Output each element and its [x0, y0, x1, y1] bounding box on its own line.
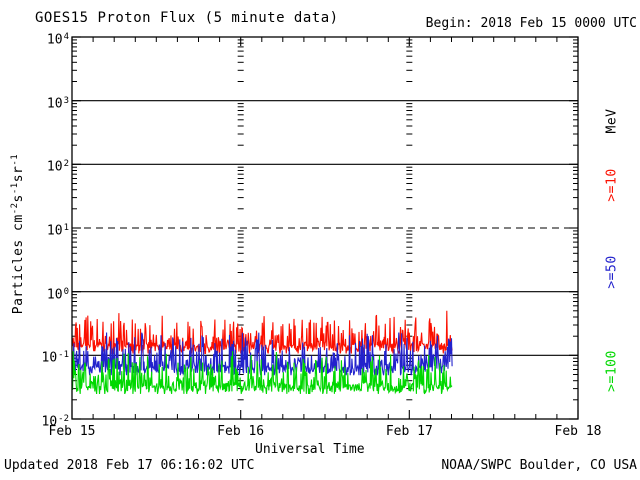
updated-timestamp: Updated 2018 Feb 17 06:16:02 UTC: [4, 458, 255, 473]
flux-trace-10MeV: [71, 310, 453, 355]
legend-label-50: >=50: [604, 255, 620, 289]
chart-title: GOES15 Proton Flux (5 minute data): [35, 10, 339, 26]
legend-label-10: >=10: [604, 168, 620, 202]
legend-label-mev: MeV: [604, 108, 620, 134]
legend-label-100: >=100: [604, 350, 620, 392]
y-tick-label: 102: [46, 159, 69, 175]
y-tick-label: 101: [46, 223, 69, 239]
y-axis-title: Particles cm-2s-1sr-1: [9, 153, 27, 315]
begin-timestamp: Begin: 2018 Feb 15 0000 UTC: [425, 16, 637, 31]
y-tick-label: 10-2: [41, 414, 70, 430]
y-tick-label: 104: [46, 32, 69, 48]
x-tick-label: Feb 16: [217, 424, 265, 439]
x-tick-label: Feb 18: [554, 424, 602, 439]
x-tick-label: Feb 15: [48, 424, 96, 439]
y-tick-label: 103: [46, 95, 69, 111]
x-axis-title: Universal Time: [255, 442, 365, 457]
plot-frame: [71, 36, 579, 420]
y-tick-label: 10-1: [41, 350, 70, 366]
credit-label: NOAA/SWPC Boulder, CO USA: [441, 458, 637, 473]
y-tick-label: 100: [46, 286, 69, 302]
flux-trace-100MeV: [71, 351, 453, 395]
x-tick-label: Feb 17: [385, 424, 433, 439]
